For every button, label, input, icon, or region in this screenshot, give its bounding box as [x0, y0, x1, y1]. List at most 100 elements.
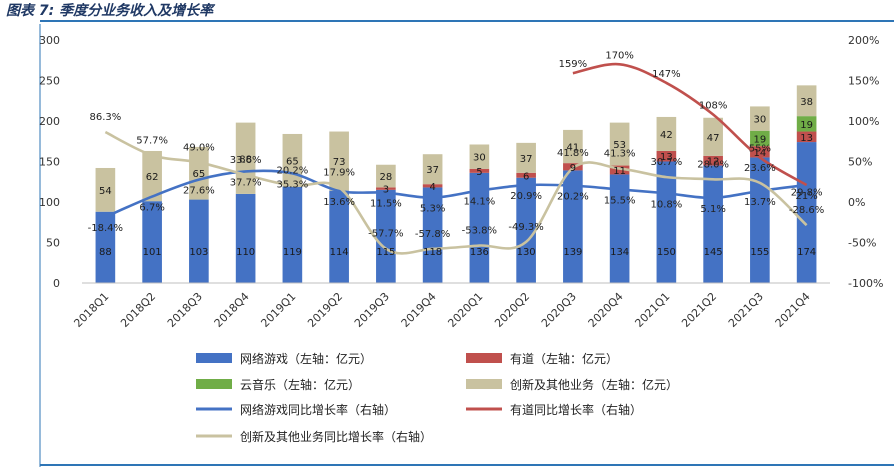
line-data-label: 30.7% [650, 157, 682, 168]
bar-data-label: 130 [517, 247, 536, 258]
legend-swatch [196, 379, 232, 389]
bar-segment-0 [329, 190, 349, 283]
bar-segment-1 [656, 150, 677, 162]
legend-label: 网络游戏（左轴：亿元） [240, 351, 372, 366]
y-left-tick-label: 100 [39, 196, 60, 209]
x-tick-label: 2021Q4 [773, 290, 813, 330]
bar-segment-3 [796, 85, 817, 117]
bar-data-label: 30 [473, 153, 486, 164]
line-data-label: 35.3% [276, 179, 308, 190]
bar-segment-1 [469, 168, 490, 173]
line-data-label: 13.6% [323, 197, 355, 208]
line-data-label: 159% [559, 59, 588, 70]
x-tick-label: 2018Q4 [212, 290, 252, 330]
bar-data-label: 28 [380, 172, 393, 183]
bar-data-label: 155 [750, 247, 769, 258]
bar-segment-3 [563, 129, 583, 164]
bar-data-label: 9 [570, 163, 576, 174]
bar-data-label: 118 [423, 247, 442, 258]
x-tick-label: 2021Q2 [679, 290, 719, 330]
y-right-tick-label: 0% [848, 196, 865, 209]
line-data-label: 15.5% [604, 195, 636, 206]
line-data-label: 20.9% [510, 191, 542, 202]
bar-data-label: 115 [376, 247, 395, 258]
bar-segment-3 [376, 164, 396, 188]
bar-segment-0 [422, 187, 443, 283]
line-data-label: 33.6% [230, 155, 262, 166]
line-series-0 [104, 169, 807, 219]
bar-data-label: 65 [193, 169, 206, 180]
y-left-tick-label: 200 [39, 115, 60, 128]
y-left-tick-label: 250 [39, 75, 60, 88]
legend-label: 有道同比增长率（右轴） [510, 402, 642, 417]
line-data-label: -28.6% [789, 205, 824, 216]
line-data-label: 20.2% [557, 192, 589, 203]
bar-data-label: 30 [754, 115, 767, 126]
y-right-tick-label: 100% [848, 115, 879, 128]
bar-data-label: 88 [99, 247, 112, 258]
y-left-tick-label: 150 [39, 156, 60, 169]
bar-segment-0 [796, 142, 817, 283]
bar-data-label: 110 [236, 247, 255, 258]
bar-segment-3 [189, 146, 209, 200]
bar-data-label: 174 [797, 247, 816, 258]
x-tick-label: 2020Q2 [492, 290, 532, 330]
y-right-tick-label: 150% [848, 75, 879, 88]
bar-segment-3 [750, 106, 770, 131]
bar-data-label: 5 [476, 167, 482, 178]
line-data-label: 41.3% [604, 149, 636, 160]
x-tick-label: 2018Q2 [118, 290, 158, 330]
line-data-label: -57.7% [368, 229, 403, 240]
legend-label: 有道（左轴：亿元） [510, 351, 618, 366]
line-data-label: 28.0% [697, 159, 729, 170]
line-data-label: 20.2% [276, 166, 308, 177]
bar-data-label: 41 [567, 143, 580, 154]
y-left-tick-label: 0 [53, 277, 60, 290]
legend-swatch [466, 379, 502, 389]
bar-data-label: 54 [99, 186, 112, 197]
bar-data-label: 88 [239, 154, 252, 165]
bar-data-label: 13 [660, 152, 673, 163]
bar-segment-3 [703, 117, 723, 156]
bar-segment-1 [376, 187, 396, 190]
legend-label: 创新及其他业务（左轴：亿元） [510, 377, 678, 392]
bar-segment-0 [95, 211, 116, 283]
legend-label: 云音乐（左轴：亿元） [240, 377, 360, 392]
y-left-tick-label: 50 [46, 237, 60, 250]
line-data-label: 86.3% [89, 112, 121, 123]
bar-data-label: 53 [613, 140, 626, 151]
bar-segment-0 [469, 172, 490, 283]
line-data-label: 10.8% [650, 199, 682, 210]
y-right-tick-label: -100% [848, 277, 883, 290]
bar-data-label: 11 [613, 166, 626, 177]
line-data-label: 6.7% [139, 203, 164, 214]
bar-segment-1 [516, 172, 536, 178]
y-right-tick-label: 50% [848, 156, 872, 169]
line-data-label: 57.7% [136, 135, 168, 146]
bar-data-label: 134 [610, 247, 629, 258]
bar-segment-0 [235, 193, 256, 283]
bar-segment-3 [422, 154, 443, 185]
bar-segment-0 [189, 199, 209, 283]
bar-segment-3 [142, 150, 162, 202]
line-data-label: 27.6% [183, 186, 215, 197]
line-data-label: 41.8% [557, 148, 589, 159]
legend-swatch [466, 353, 502, 363]
bar-data-label: 139 [563, 247, 582, 258]
line-data-label: 147% [652, 69, 681, 80]
top-rule [40, 20, 894, 22]
bar-data-label: 114 [330, 247, 349, 258]
bar-data-label: 103 [189, 247, 208, 258]
bar-segment-2 [796, 116, 817, 132]
bar-data-label: 145 [704, 247, 723, 258]
line-series-1 [572, 62, 808, 187]
bar-data-label: 6 [523, 171, 529, 182]
x-tick-label: 2019Q4 [399, 290, 439, 330]
bar-segment-0 [656, 161, 677, 283]
bar-data-label: 136 [470, 247, 489, 258]
line-data-label: 23.6% [744, 163, 776, 174]
line-data-label: 14.1% [463, 197, 495, 208]
line-series-2 [104, 130, 808, 255]
bar-data-label: 19 [800, 120, 813, 131]
